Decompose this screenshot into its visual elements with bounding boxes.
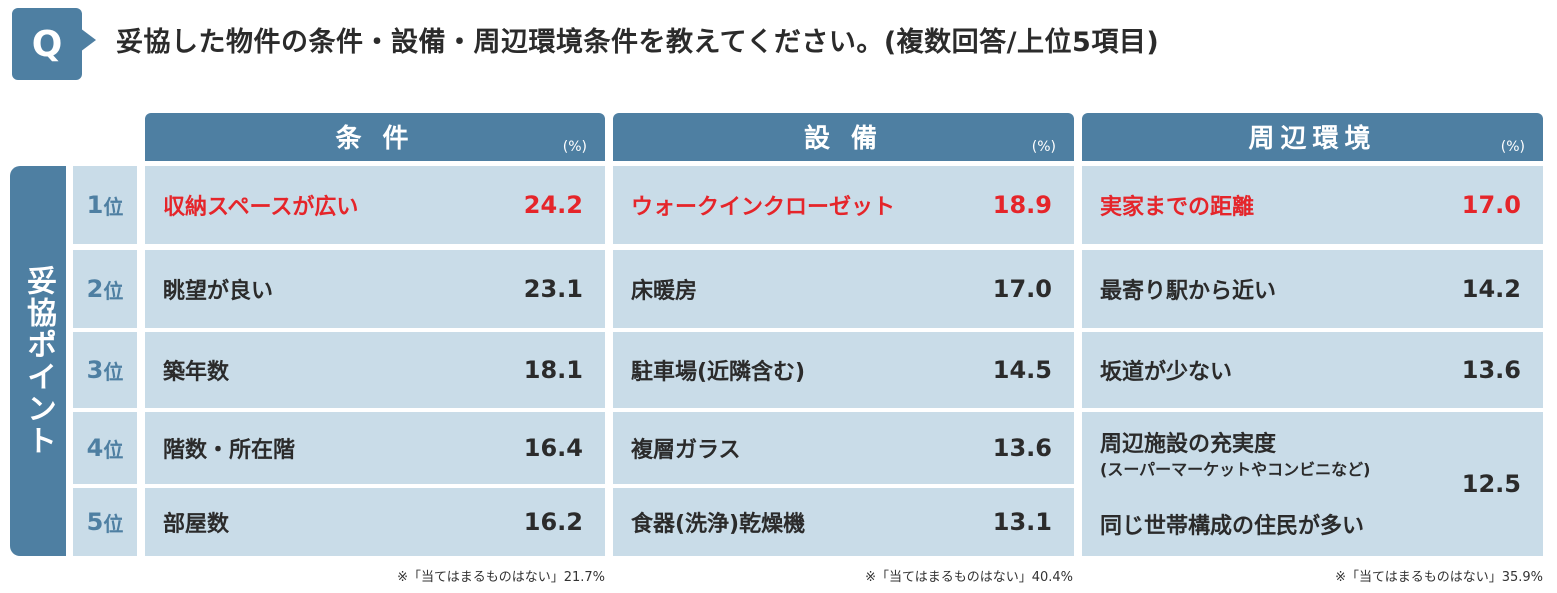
row-value: 14.2 xyxy=(1461,275,1521,303)
table-row: 実家までの距離 17.0 xyxy=(1082,166,1543,244)
table-row: 階数・所在階 16.4 xyxy=(145,412,605,484)
table-row: 築年数 18.1 xyxy=(145,332,605,408)
table-row: ウォークインクローゼット 18.9 xyxy=(613,166,1074,244)
row-label: ウォークインクローゼット xyxy=(631,195,896,220)
row-value: 12.5 xyxy=(1461,470,1521,498)
table-row: 部屋数 16.2 xyxy=(145,488,605,556)
row-value: 16.2 xyxy=(523,508,583,536)
row-value: 23.1 xyxy=(523,275,583,303)
row-value: 18.9 xyxy=(992,191,1052,219)
column-title: 条 件 xyxy=(335,124,415,154)
rank-suffix: 位 xyxy=(103,511,124,536)
column-title: 周辺環境 xyxy=(1248,124,1377,154)
column-header-equipment: 設 備 (%) xyxy=(613,113,1074,161)
row-value: 13.1 xyxy=(992,508,1052,536)
unit-label: (%) xyxy=(1500,139,1525,155)
unit-label: (%) xyxy=(1031,139,1056,155)
rank-number: 1 xyxy=(86,191,104,219)
side-label: 妥協ポイント xyxy=(10,166,66,556)
row-label: 周辺施設の充実度 xyxy=(1100,432,1277,457)
table-row: 眺望が良い 23.1 xyxy=(145,250,605,328)
table-row: 最寄り駅から近い 14.2 xyxy=(1082,250,1543,328)
table-row: 坂道が少ない 13.6 xyxy=(1082,332,1543,408)
row-label: 床暖房 xyxy=(631,279,698,304)
row-label: 複層ガラス xyxy=(631,438,741,463)
rank-suffix: 位 xyxy=(103,437,124,462)
rank-suffix: 位 xyxy=(103,278,124,303)
side-label-text: 妥協ポイント xyxy=(21,265,56,457)
row-label: 階数・所在階 xyxy=(163,438,296,463)
rank-number: 3 xyxy=(86,356,104,384)
table-row-merged: 周辺施設の充実度 (スーパーマーケットやコンビニなど) 同じ世帯構成の住民が多い… xyxy=(1082,412,1543,556)
note-surroundings: ※「当てはまるものはない」35.9% xyxy=(1335,570,1543,585)
row-label: 同じ世帯構成の住民が多い xyxy=(1100,514,1365,539)
column-header-surroundings: 周辺環境 (%) xyxy=(1082,113,1543,161)
note-equipment: ※「当てはまるものはない」40.4% xyxy=(865,570,1073,585)
rank-suffix: 位 xyxy=(103,194,124,219)
row-sublabel: (スーパーマーケットやコンビニなど) xyxy=(1100,460,1371,479)
rank-number: 4 xyxy=(86,434,104,462)
row-label: 部屋数 xyxy=(163,512,230,537)
unit-label: (%) xyxy=(562,139,587,155)
rank-number: 2 xyxy=(86,275,104,303)
row-value: 17.0 xyxy=(992,275,1052,303)
table-row: 駐車場(近隣含む) 14.5 xyxy=(613,332,1074,408)
row-label: 眺望が良い xyxy=(163,279,274,304)
row-label: 築年数 xyxy=(163,360,230,385)
column-header-conditions: 条 件 (%) xyxy=(145,113,605,161)
row-value: 18.1 xyxy=(523,356,583,384)
row-label: 収納スペースが広い xyxy=(163,195,359,220)
row-value: 13.6 xyxy=(1461,356,1521,384)
row-value: 16.4 xyxy=(523,434,583,462)
row-value: 24.2 xyxy=(523,191,583,219)
question-badge: Q xyxy=(12,8,96,80)
table-row: 収納スペースが広い 24.2 xyxy=(145,166,605,244)
row-label: 最寄り駅から近い xyxy=(1100,279,1277,304)
question-badge-tail xyxy=(80,28,96,52)
row-label: 駐車場(近隣含む) xyxy=(631,360,806,385)
question-text: 妥協した物件の条件・設備・周辺環境条件を教えてください。(複数回答/上位5項目) xyxy=(116,27,1160,58)
table-row: 床暖房 17.0 xyxy=(613,250,1074,328)
rank-suffix: 位 xyxy=(103,359,124,384)
row-value: 17.0 xyxy=(1461,191,1521,219)
row-value: 13.6 xyxy=(992,434,1052,462)
row-value: 14.5 xyxy=(992,356,1052,384)
row-label: 坂道が少ない xyxy=(1100,360,1233,385)
rank-number: 5 xyxy=(86,508,104,536)
question-badge-letter: Q xyxy=(31,23,63,65)
column-title: 設 備 xyxy=(803,124,884,154)
row-label: 実家までの距離 xyxy=(1100,195,1255,220)
table-row: 複層ガラス 13.6 xyxy=(613,412,1074,484)
row-label: 食器(洗浄)乾燥機 xyxy=(631,512,806,537)
table-row: 食器(洗浄)乾燥機 13.1 xyxy=(613,488,1074,556)
note-conditions: ※「当てはまるものはない」21.7% xyxy=(397,570,605,585)
